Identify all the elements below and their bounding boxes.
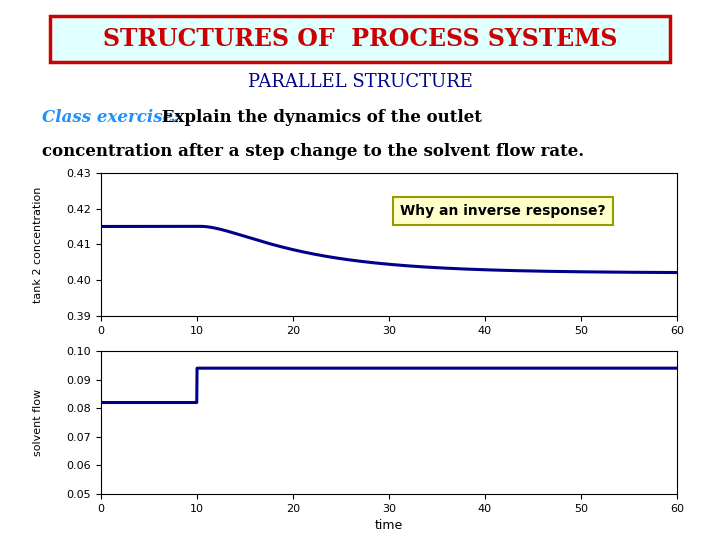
- Text: PARALLEL STRUCTURE: PARALLEL STRUCTURE: [248, 73, 472, 91]
- Y-axis label: tank 2 concentration: tank 2 concentration: [33, 186, 43, 302]
- Text: Class exercise:: Class exercise:: [42, 109, 180, 126]
- Text: concentration after a step change to the solvent flow rate.: concentration after a step change to the…: [42, 143, 585, 160]
- Text: STRUCTURES OF  PROCESS SYSTEMS: STRUCTURES OF PROCESS SYSTEMS: [103, 27, 617, 51]
- Y-axis label: solvent flow: solvent flow: [33, 389, 43, 456]
- Text: Explain the dynamics of the outlet: Explain the dynamics of the outlet: [156, 109, 482, 126]
- Text: Why an inverse response?: Why an inverse response?: [400, 205, 606, 219]
- X-axis label: time: time: [374, 519, 403, 532]
- FancyBboxPatch shape: [50, 16, 670, 62]
